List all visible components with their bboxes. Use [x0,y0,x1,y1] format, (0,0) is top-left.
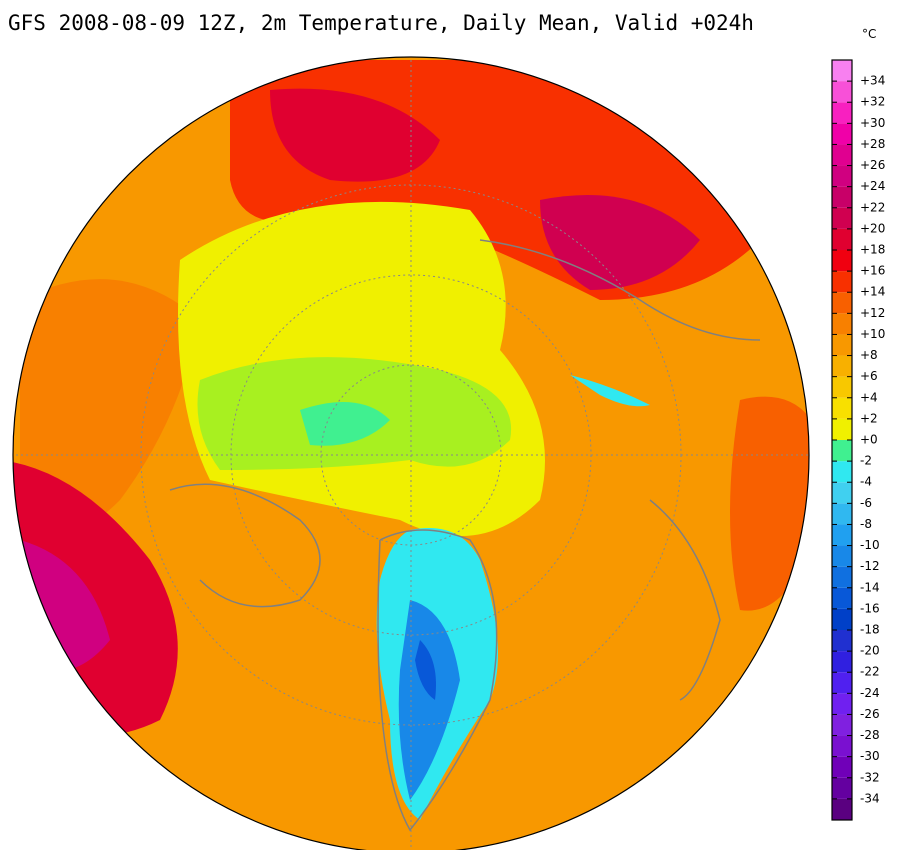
colorbar-tick-label: +12 [860,306,885,320]
colorbar-tick-label: +14 [860,285,885,299]
colorbar-band [832,756,852,778]
colorbar-band [832,123,852,145]
colorbar-tick-label: -14 [860,580,880,594]
colorbar-band [832,292,852,314]
colorbar-tick-label: +0 [860,433,878,447]
colorbar-band [832,482,852,504]
colorbar-band [832,630,852,652]
colorbar-tick-label: +22 [860,200,885,214]
colorbar-tick-label: -16 [860,601,880,615]
colorbar-tick-label: -4 [860,475,872,489]
colorbar-band [832,608,852,630]
colorbar-band [832,777,852,799]
colorbar-tick-label: -26 [860,707,880,721]
colorbar-tick-label: +2 [860,411,878,425]
colorbar-band [832,144,852,166]
colorbar-tick-label: +18 [860,243,885,257]
colorbar-band [832,587,852,609]
colorbar-band [832,397,852,419]
colorbar-tick-label: -6 [860,496,872,510]
temperature-map [13,57,809,850]
colorbar-band [832,418,852,440]
colorbar-band [832,735,852,757]
colorbar-band [832,714,852,736]
colorbar-tick-label: -24 [860,686,880,700]
colorbar-tick-label: +26 [860,158,885,172]
colorbar-tick-label: -2 [860,454,872,468]
colorbar-tick-label: +34 [860,74,885,88]
colorbar-tick-label: -30 [860,749,880,763]
colorbar-tick-label: -28 [860,728,880,742]
colorbar-band [832,228,852,250]
colorbar-band [832,461,852,483]
colorbar-band [832,165,852,187]
colorbar-band [832,334,852,356]
colorbar-band [832,250,852,272]
colorbar-tick-label: +4 [860,390,878,404]
colorbar-band [832,440,852,462]
colorbar-tick-label: +30 [860,116,885,130]
colorbar-band [832,651,852,673]
colorbar-tick-label: -12 [860,559,880,573]
colorbar-band [832,376,852,398]
colorbar-tick-label: -20 [860,644,880,658]
colorbar-band [832,186,852,208]
colorbar-band [832,207,852,229]
colorbar-band [832,566,852,588]
colorbar-tick-label: +24 [860,179,885,193]
colorbar-tick-label: -18 [860,623,880,637]
colorbar-tick-label: +32 [860,95,885,109]
colorbar-tick-label: +28 [860,137,885,151]
colorbar-band [832,81,852,103]
colorbar-band [832,524,852,546]
colorbar-tick-label: +6 [860,369,878,383]
colorbar-tick-label: -22 [860,665,880,679]
colorbar-tick-label: -8 [860,517,872,531]
colorbar-tick-label: +10 [860,327,885,341]
colorbar-band [832,271,852,293]
colorbar-tick-label: -32 [860,770,880,784]
colorbar-band [832,693,852,715]
colorbar-band [832,102,852,124]
colorbar-tick-label: +16 [860,264,885,278]
colorbar-tick-label: +8 [860,348,878,362]
colorbar-band [832,355,852,377]
colorbar-band [832,60,852,82]
colorbar-band [832,798,852,820]
colorbar-tick-label: -10 [860,538,880,552]
colorbar: °C +34 +32 +30 +28 +26 +24 +22 +20 +18 +16 +14 +12 +… [831,27,885,821]
colorbar-band [832,313,852,335]
colorbar-band [832,503,852,525]
colorbar-band [832,545,852,567]
colorbar-tick-label: -34 [860,791,880,805]
colorbar-tick-label: +20 [860,221,885,235]
title: GFS 2008-08-09 12Z, 2m Temperature, Dail… [8,11,754,35]
colorbar-unit: °C [862,27,876,41]
colorbar-band [832,672,852,694]
map-border [12,56,810,850]
